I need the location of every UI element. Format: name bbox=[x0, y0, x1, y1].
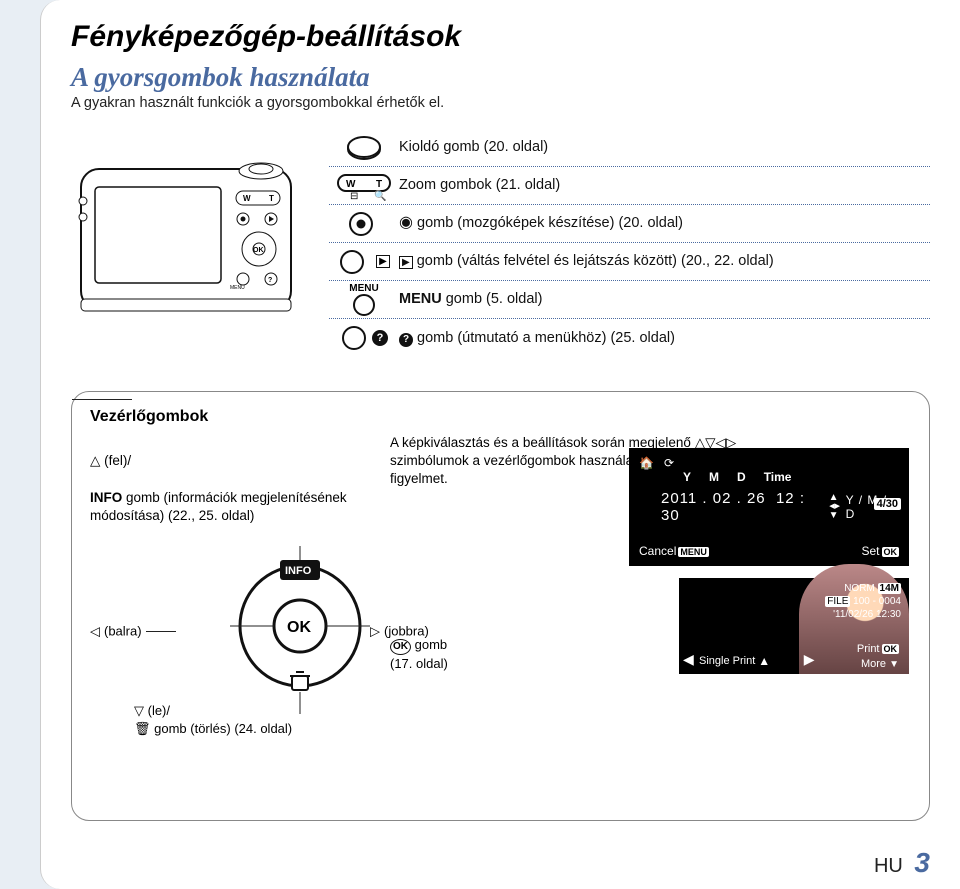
screen-playback: NORM 14M FILE 100 - 0004 '11/02/26 12:30… bbox=[679, 578, 909, 674]
page-number: 3 bbox=[914, 847, 930, 878]
svg-text:OK: OK bbox=[287, 619, 311, 636]
svg-text:T: T bbox=[269, 194, 274, 203]
row-help: ? ? gomb (útmutató a menükhöz) (25. olda… bbox=[329, 319, 930, 357]
svg-text:T: T bbox=[376, 179, 382, 190]
svg-text:W: W bbox=[346, 179, 356, 190]
set-label[interactable]: SetOK bbox=[861, 544, 899, 558]
menu-label: MENU gomb (5. oldal) bbox=[399, 290, 542, 309]
screens: 🏠 ⟳ Y M D Time 2011 . 02 . 26 12 : 30 ▲◀… bbox=[629, 448, 909, 674]
zoom-label: Zoom gombok (21. oldal) bbox=[399, 176, 560, 195]
hdr-d: D bbox=[737, 470, 746, 484]
camera-illustration: W T OK MENU ? bbox=[71, 129, 311, 369]
svg-text:MENU: MENU bbox=[230, 285, 245, 291]
print-more[interactable]: PrintOK More ▼ bbox=[857, 642, 899, 671]
up-description: △ (fel)/ INFO gomb (információk megjelen… bbox=[90, 434, 350, 525]
intro-text: A gyakran használt funkciók a gyorsgombo… bbox=[71, 95, 930, 111]
svg-text:OK: OK bbox=[253, 247, 264, 254]
screen-datetime: 🏠 ⟳ Y M D Time 2011 . 02 . 26 12 : 30 ▲◀… bbox=[629, 448, 909, 566]
shutter-icon bbox=[329, 133, 399, 163]
main-grid: W T OK MENU ? bbox=[71, 129, 930, 369]
movie-icon bbox=[329, 210, 399, 238]
date-value: 2011 . 02 . 26 12 : 30 bbox=[661, 490, 823, 524]
help-label: ? gomb (útmutató a menükhöz) (25. oldal) bbox=[399, 329, 675, 348]
section-title: A gyorsgombok használata bbox=[71, 62, 930, 93]
row-play: ▶ ▶gomb (váltás felvétel és lejátszás kö… bbox=[329, 243, 930, 281]
lang-code: HU bbox=[874, 855, 903, 877]
hdr-m: M bbox=[709, 470, 719, 484]
row-zoom: W T ⊟ 🔍 Zoom gombok (21. oldal) bbox=[329, 167, 930, 205]
controls-title: Vezérlőgombok bbox=[90, 408, 911, 426]
hdr-y: Y bbox=[683, 470, 691, 484]
svg-text:⊟: ⊟ bbox=[350, 191, 358, 201]
nav-right[interactable]: ▶ bbox=[804, 651, 815, 668]
meta-block: NORM 14M FILE 100 - 0004 '11/02/26 12:30 bbox=[825, 582, 901, 621]
controls-section: Vezérlőgombok △ (fel)/ INFO gomb (inform… bbox=[71, 391, 930, 821]
page-footer: HU 3 bbox=[874, 847, 930, 879]
row-menu: MENU MENU gomb (5. oldal) bbox=[329, 281, 930, 319]
play-icon: ▶ bbox=[329, 248, 399, 276]
cancel-label[interactable]: CancelMENU bbox=[639, 544, 709, 558]
svg-text:W: W bbox=[243, 194, 251, 203]
hdr-time: Time bbox=[764, 470, 792, 484]
ok-label: OK gomb (17. oldal) bbox=[390, 636, 448, 673]
single-print[interactable]: Single Print ▲ bbox=[699, 654, 770, 668]
nav-left[interactable]: ◀ bbox=[683, 651, 694, 668]
svg-text:?: ? bbox=[268, 277, 272, 284]
shutter-label: Kioldó gomb (20. oldal) bbox=[399, 138, 548, 157]
svg-text:🔍: 🔍 bbox=[374, 189, 386, 201]
spin-arrows[interactable]: ▲◀ ▶▼ bbox=[829, 494, 840, 520]
page-container: Fényképezőgép-beállítások A gyorsgombok … bbox=[40, 0, 960, 889]
zoom-icon: W T ⊟ 🔍 bbox=[329, 171, 399, 201]
left-label: ◁ (balra) bbox=[90, 624, 176, 639]
row-shutter: Kioldó gomb (20. oldal) bbox=[329, 129, 930, 167]
row-movie: ◉ gomb (mozgóképek készítése) (20. oldal… bbox=[329, 205, 930, 243]
play-label: ▶gomb (váltás felvétel és lejátszás közö… bbox=[399, 252, 774, 271]
menu-icon: MENU bbox=[329, 283, 399, 316]
button-list: Kioldó gomb (20. oldal) W T ⊟ 🔍 Zoom gom… bbox=[329, 129, 930, 369]
dpad-area: ◁ (balra) INFO OK bbox=[90, 541, 510, 721]
chapter-title: Fényképezőgép-beállítások bbox=[71, 20, 930, 54]
help-icon: ? bbox=[329, 324, 399, 352]
counter-badge: 4/30 bbox=[874, 498, 901, 510]
down-label: ▽ (le)/ 🗑 gomb (törlés) (24. oldal) bbox=[134, 702, 292, 738]
dpad-illustration: INFO OK bbox=[220, 546, 380, 716]
svg-text:INFO: INFO bbox=[285, 565, 312, 577]
movie-label: ◉ gomb (mozgóképek készítése) (20. oldal… bbox=[399, 213, 683, 234]
